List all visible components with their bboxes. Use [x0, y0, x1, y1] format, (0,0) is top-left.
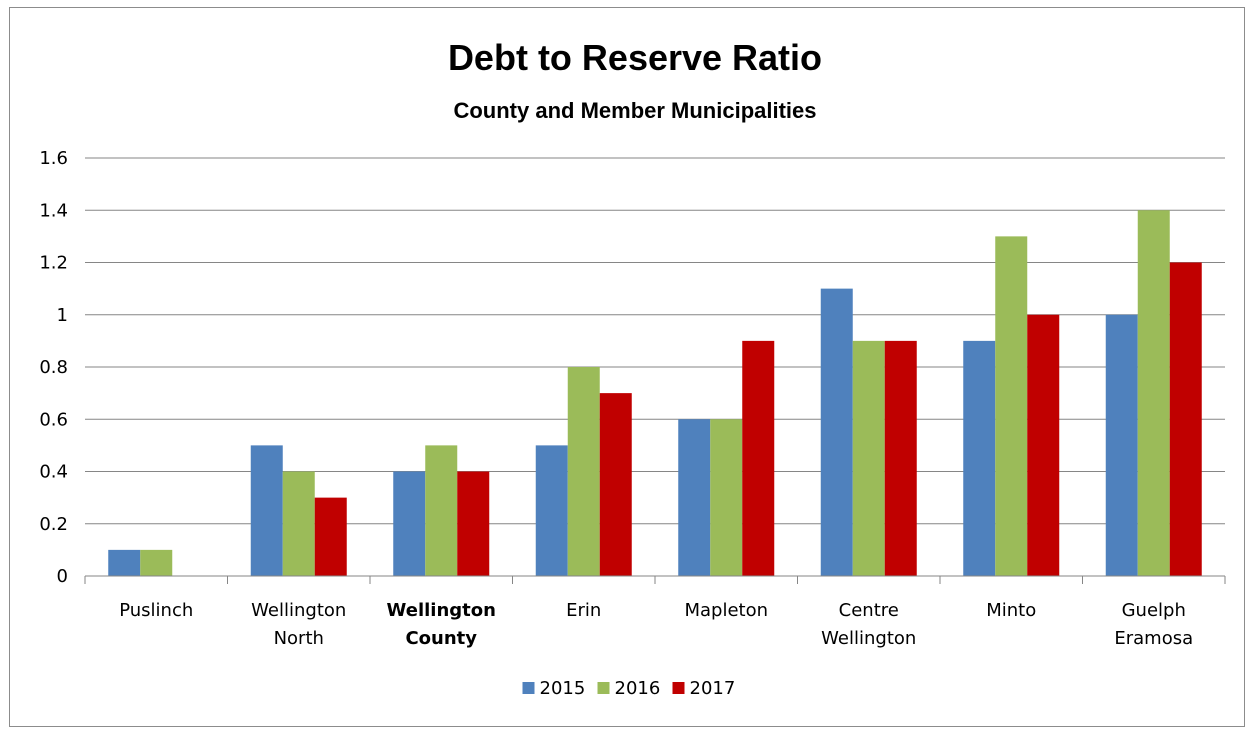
y-tick-label: 1.6	[39, 148, 68, 169]
bar-2017	[1169, 262, 1202, 576]
bar-2016	[425, 445, 458, 576]
bar-2015	[1105, 314, 1138, 576]
y-tick-label: 0.8	[39, 357, 68, 378]
bar-2016	[852, 340, 885, 576]
bar-2016	[1137, 210, 1170, 576]
x-category-label: Erin	[566, 600, 601, 621]
legend-label: 2015	[540, 678, 586, 699]
bar-2016	[995, 236, 1028, 576]
chart-subtitle: County and Member Municipalities	[453, 98, 816, 123]
y-tick-label: 1.4	[39, 200, 68, 221]
x-category-label: Wellington North	[251, 600, 346, 649]
bar-2016	[282, 471, 315, 576]
legend-swatch-2015	[522, 682, 535, 694]
legend-swatch-2017	[672, 682, 685, 694]
y-tick-label: 0.4	[39, 462, 68, 483]
legend-label: 2016	[615, 678, 661, 699]
bar-2015	[678, 419, 711, 576]
x-category-label: Minto	[986, 600, 1036, 621]
bar-2017	[457, 471, 490, 576]
bar-2016	[140, 549, 173, 576]
x-category-label: Mapleton	[684, 600, 768, 621]
legend: 2015 2016 2017	[522, 678, 736, 699]
x-category-label: Wellington County	[387, 600, 496, 649]
legend-swatch-2016	[597, 682, 610, 694]
y-tick-label: 1	[57, 305, 68, 326]
chart-title: Debt to Reserve Ratio	[448, 37, 822, 78]
bar-2017	[1027, 314, 1060, 576]
bar-2017	[742, 340, 775, 576]
legend-label: 2017	[690, 678, 736, 699]
bar-2017	[884, 340, 917, 576]
bar-2015	[393, 471, 426, 576]
bar-2015	[108, 549, 141, 576]
bar-2017	[599, 393, 632, 576]
y-tick-label: 0.6	[39, 409, 68, 430]
y-tick-label: 0	[57, 566, 68, 587]
bar-2015	[250, 445, 283, 576]
bar-2015	[963, 340, 996, 576]
y-axis-ticks: 0 0.2 0.4 0.6 0.8 1 1.2 1.4 1.6	[39, 148, 68, 587]
bar-2017	[314, 497, 347, 576]
bar-2016	[710, 419, 743, 576]
x-axis: Puslinch Wellington North Wellington County E…	[84, 575, 1226, 649]
x-category-label: Puslinch	[119, 600, 193, 621]
y-tick-label: 1.2	[39, 253, 68, 274]
x-category-label: Guelph Eramosa	[1114, 600, 1193, 649]
bar-2015	[535, 445, 568, 576]
bar-2016	[567, 367, 600, 576]
bars	[108, 210, 1202, 576]
y-tick-label: 0.2	[39, 514, 68, 535]
bar-2015	[820, 288, 853, 576]
x-category-label: Centre Wellington	[821, 600, 916, 649]
